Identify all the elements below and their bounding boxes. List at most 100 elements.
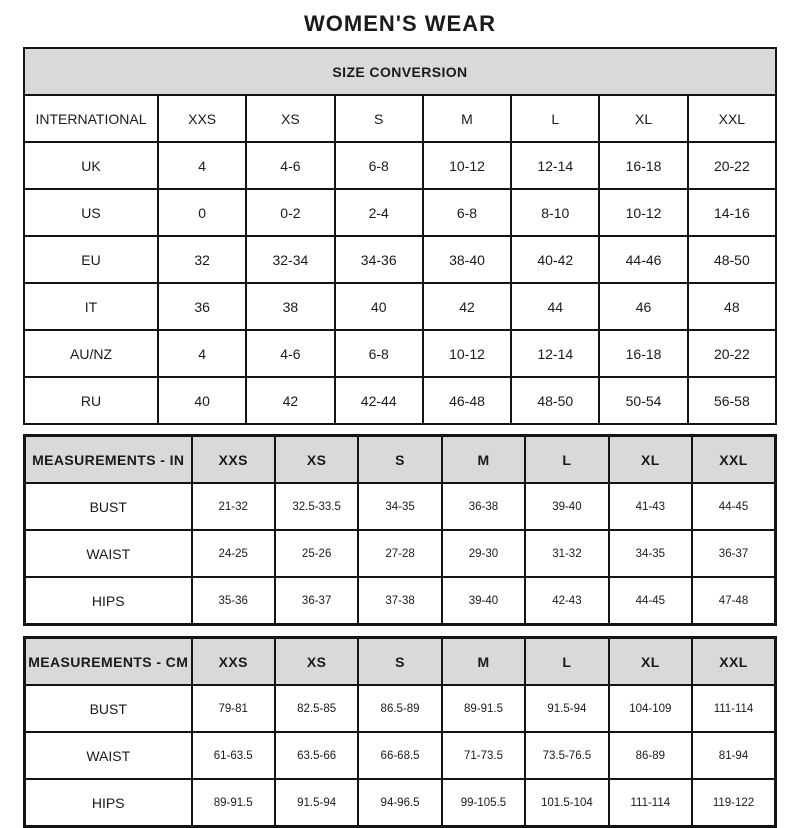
row-label-aunz: AU/NZ xyxy=(23,329,159,378)
table-row-waist-in: WAIST 24-25 25-26 27-28 29-30 31-32 34-3… xyxy=(23,529,777,578)
table-row-ru: RU 40 42 42-44 46-48 48-50 50-54 56-58 xyxy=(23,376,778,425)
page-container: WOMEN'S WEAR SIZE CONVERSION INTERNATION… xyxy=(0,11,800,828)
size-cell: 8-10 xyxy=(510,188,601,237)
size-conversion-table: SIZE CONVERSION INTERNATIONAL XXS XS S M… xyxy=(23,47,778,425)
column-header-international: INTERNATIONAL xyxy=(23,94,159,143)
measure-cell: 29-30 xyxy=(440,529,527,578)
column-header-xxs: XXS xyxy=(156,94,248,143)
column-header-xxl: XXL xyxy=(691,434,777,484)
size-cell: 10-12 xyxy=(421,141,513,190)
measure-cell: 119-122 xyxy=(691,778,777,828)
measure-cell: 39-40 xyxy=(524,482,610,531)
measure-cell: 35-36 xyxy=(190,576,276,626)
column-header-m: M xyxy=(440,636,527,686)
measure-cell: 104-109 xyxy=(607,684,694,733)
size-cell: 50-54 xyxy=(598,376,689,425)
table-row-it: IT 36 38 40 42 44 46 48 xyxy=(23,282,778,331)
size-cell: 38 xyxy=(245,282,336,331)
size-cell: 34-36 xyxy=(333,235,424,284)
measure-cell: 37-38 xyxy=(357,576,443,626)
size-cell: 4 xyxy=(156,141,248,190)
measure-cell: 63.5-66 xyxy=(273,731,360,780)
measure-cell: 82.5-85 xyxy=(273,684,360,733)
measurements-in-table: MEASUREMENTS - IN XXS XS S M L XL XXL BU… xyxy=(23,434,777,626)
measure-cell: 36-37 xyxy=(691,529,777,578)
size-cell: 4-6 xyxy=(245,141,336,190)
size-cell: 38-40 xyxy=(421,235,513,284)
measure-cell: 21-32 xyxy=(190,482,276,531)
measure-cell: 34-35 xyxy=(607,529,694,578)
measure-cell: 86-89 xyxy=(607,731,694,780)
column-header-l: L xyxy=(510,94,601,143)
column-header-m: M xyxy=(421,94,513,143)
size-cell: 36 xyxy=(156,282,248,331)
row-label-waist: WAIST xyxy=(23,731,193,780)
size-cell: 42-44 xyxy=(333,376,424,425)
measure-cell: 36-38 xyxy=(440,482,527,531)
measure-cell: 44-45 xyxy=(607,576,694,626)
size-cell: 48 xyxy=(686,282,778,331)
size-cell: 2-4 xyxy=(333,188,424,237)
size-cell: 48-50 xyxy=(686,235,778,284)
size-cell: 46-48 xyxy=(421,376,513,425)
measure-cell: 32.5-33.5 xyxy=(273,482,360,531)
measure-cell: 89-91.5 xyxy=(190,778,276,828)
size-cell: 44-46 xyxy=(598,235,689,284)
row-label-hips: HIPS xyxy=(23,778,193,828)
size-cell: 4-6 xyxy=(245,329,336,378)
measure-cell: 47-48 xyxy=(691,576,777,626)
column-header-xxl: XXL xyxy=(691,636,777,686)
measure-cell: 24-25 xyxy=(190,529,276,578)
table-row-uk: UK 4 4-6 6-8 10-12 12-14 16-18 20-22 xyxy=(23,141,778,190)
table-row-us: US 0 0-2 2-4 6-8 8-10 10-12 14-16 xyxy=(23,188,778,237)
measure-cell: 94-96.5 xyxy=(357,778,443,828)
table-row-waist-cm: WAIST 61-63.5 63.5-66 66-68.5 71-73.5 73… xyxy=(23,731,777,780)
column-header-xs: XS xyxy=(273,434,360,484)
size-cell: 44 xyxy=(510,282,601,331)
size-conversion-title: SIZE CONVERSION xyxy=(23,47,777,96)
column-header-xl: XL xyxy=(607,636,694,686)
measure-cell: 101.5-104 xyxy=(524,778,610,828)
column-header-l: L xyxy=(524,434,610,484)
row-label-bust: BUST xyxy=(23,684,193,733)
row-label-uk: UK xyxy=(23,141,159,190)
size-cell: 16-18 xyxy=(598,141,689,190)
measure-cell: 39-40 xyxy=(440,576,527,626)
size-cell: 32 xyxy=(156,235,248,284)
column-header-m: M xyxy=(440,434,527,484)
column-header-s: S xyxy=(333,94,424,143)
column-header-row: MEASUREMENTS - IN XXS XS S M L XL XXL xyxy=(23,434,777,484)
page-title: WOMEN'S WEAR xyxy=(304,11,496,36)
size-cell: 12-14 xyxy=(510,329,601,378)
measurements-cm-title: MEASUREMENTS - CM xyxy=(23,636,193,686)
measure-cell: 91.5-94 xyxy=(273,778,360,828)
row-label-hips: HIPS xyxy=(23,576,193,626)
column-header-xxs: XXS xyxy=(190,636,276,686)
size-cell: 6-8 xyxy=(333,141,424,190)
measure-cell: 34-35 xyxy=(357,482,443,531)
table-row-hips-cm: HIPS 89-91.5 91.5-94 94-96.5 99-105.5 10… xyxy=(23,778,777,828)
measure-cell: 41-43 xyxy=(607,482,694,531)
row-label-bust: BUST xyxy=(23,482,193,531)
size-cell: 4 xyxy=(156,329,248,378)
measure-cell: 25-26 xyxy=(273,529,360,578)
row-label-us: US xyxy=(23,188,159,237)
measure-cell: 89-91.5 xyxy=(440,684,527,733)
size-cell: 56-58 xyxy=(686,376,778,425)
measure-cell: 111-114 xyxy=(691,684,777,733)
size-cell: 40 xyxy=(156,376,248,425)
column-header-xxl: XXL xyxy=(686,94,778,143)
column-header-s: S xyxy=(357,434,443,484)
size-cell: 6-8 xyxy=(421,188,513,237)
size-cell: 40 xyxy=(333,282,424,331)
size-cell: 20-22 xyxy=(686,141,778,190)
measure-cell: 66-68.5 xyxy=(357,731,443,780)
column-header-s: S xyxy=(357,636,443,686)
size-cell: 14-16 xyxy=(686,188,778,237)
measure-cell: 71-73.5 xyxy=(440,731,527,780)
measure-cell: 79-81 xyxy=(190,684,276,733)
section-header-row: SIZE CONVERSION xyxy=(23,47,777,96)
size-cell: 48-50 xyxy=(510,376,601,425)
measure-cell: 81-94 xyxy=(691,731,777,780)
size-cell: 16-18 xyxy=(598,329,689,378)
